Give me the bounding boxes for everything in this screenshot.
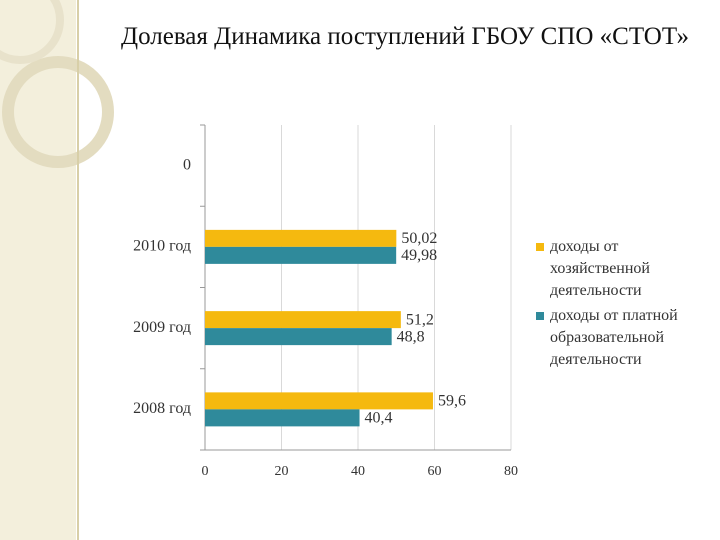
bar [205,392,433,410]
value-label: 40,4 [365,410,393,427]
decor-circle [0,0,64,64]
bar [205,328,392,346]
x-tick-label: 0 [202,464,209,479]
bar [205,311,401,329]
bar [205,229,397,247]
legend: доходы от хозяйственной деятельности дохо… [536,236,686,374]
x-tick-label: 20 [275,464,289,479]
value-label: 50,02 [401,230,437,247]
x-tick-label: 80 [504,464,518,479]
y-tick-label: 2009 год [133,319,191,336]
y-tick-label: 2008 год [133,400,191,417]
value-label: 59,6 [438,393,466,410]
value-label: 48,8 [397,328,425,345]
bar [205,246,397,264]
bar [205,409,360,427]
y-tick-label: 0 [183,156,191,173]
y-tick-label: 2010 год [133,238,191,255]
legend-entry: доходы от хозяйственной деятельности [536,236,686,302]
x-tick-label: 40 [351,464,365,479]
x-tick-label: 60 [428,464,442,479]
chart-title: Долевая Динамика поступлений ГБОУ СПО «С… [121,23,689,50]
legend-label: доходы от платной образовательной деятел… [550,307,678,368]
value-label: 49,98 [401,247,437,264]
legend-swatch [536,312,544,320]
decor-circle [2,56,114,168]
legend-swatch [536,243,544,251]
legend-label: доходы от хозяйственной деятельности [550,238,650,299]
value-label: 51,2 [406,311,434,328]
legend-entry: доходы от платной образовательной деятел… [536,305,686,371]
